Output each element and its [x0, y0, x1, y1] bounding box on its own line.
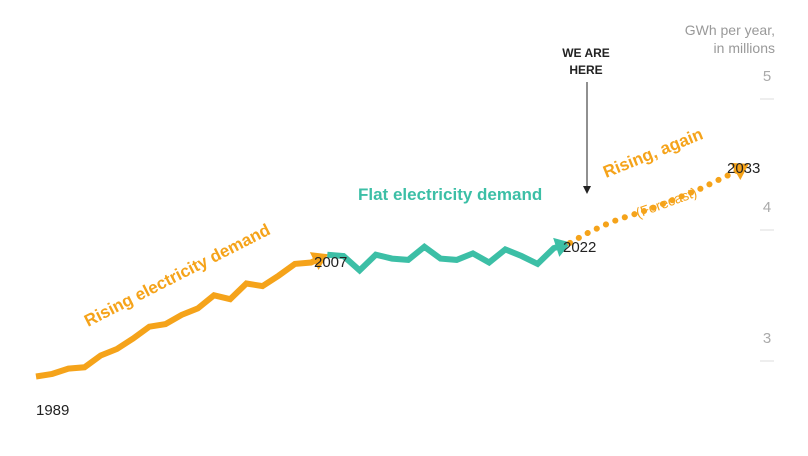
y-tick-label-5: 5 [763, 68, 771, 85]
y-axis-label-line-1: GWh per year, [685, 22, 775, 38]
series-line-flat-arrowhead [553, 237, 571, 257]
y-tick-label-3: 3 [763, 330, 771, 347]
we-are-here-line-2: HERE [569, 63, 602, 77]
annotation-flat-demand: Flat electricity demand [358, 185, 542, 204]
annotation-forecast: (Forecast) [634, 184, 699, 221]
annotation-rising-again: Rising, again [600, 124, 705, 181]
year-label-1989: 1989 [36, 402, 69, 419]
y-axis-label-line-2: in millions [714, 40, 775, 56]
series-line-rising-arrowhead [309, 252, 329, 270]
year-label-2022: 2022 [563, 239, 596, 256]
series-line-flat [327, 243, 560, 275]
y-ticks: 3 4 5 [760, 68, 774, 362]
series-group [35, 162, 749, 380]
series-line-forecast-arrowhead [730, 162, 749, 181]
year-label-2033: 2033 [727, 160, 760, 177]
y-tick-label-4: 4 [763, 199, 771, 216]
year-label-2007: 2007 [314, 254, 347, 271]
series-line-rising [35, 257, 318, 380]
we-are-here-line-1: WE ARE [562, 46, 610, 60]
series-line-forecast [567, 167, 741, 246]
